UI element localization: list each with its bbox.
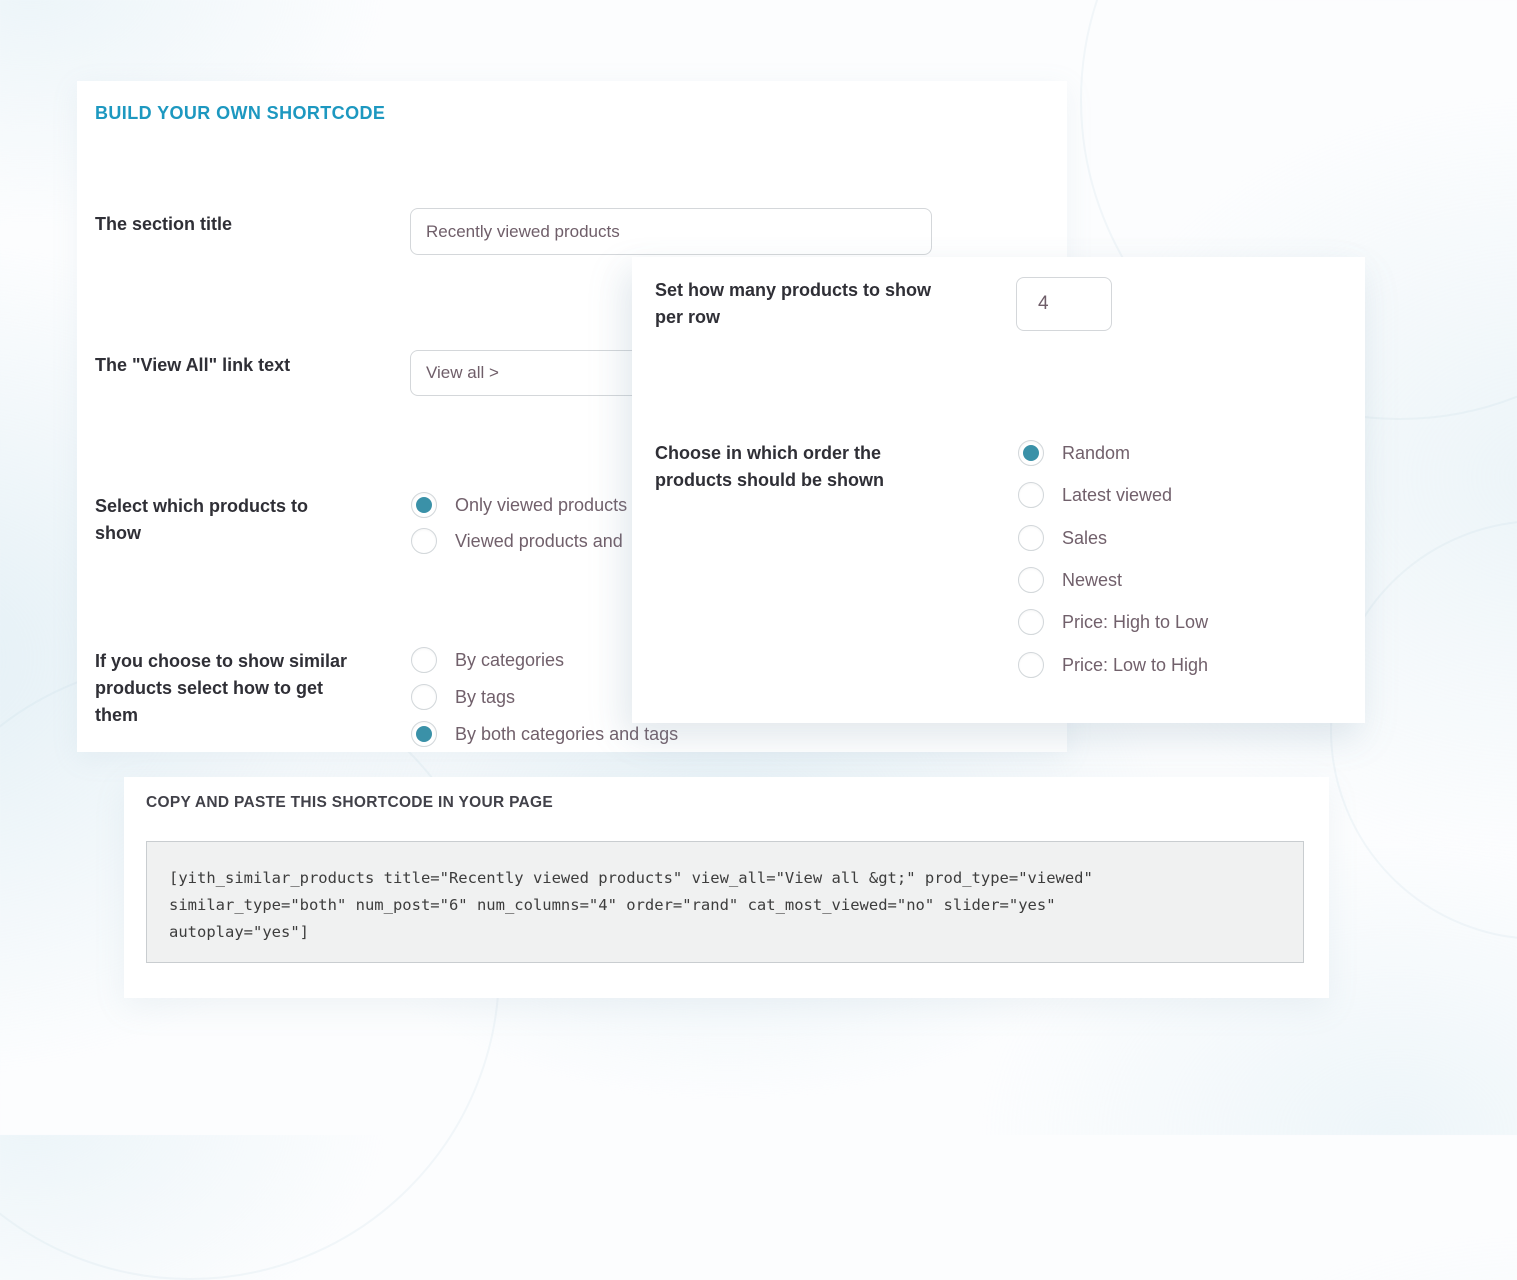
radio-icon[interactable]	[411, 492, 437, 518]
radio-option-only-viewed[interactable]: Only viewed products	[411, 492, 627, 518]
radio-option-label: Only viewed products	[455, 494, 628, 515]
radio-option-label: By both categories and tags	[455, 723, 679, 744]
radio-option-label: Price: High to Low	[1062, 611, 1209, 632]
radio-option-label: Latest viewed	[1062, 484, 1173, 505]
per-row-input[interactable]	[1016, 277, 1112, 331]
per-row-label: Set how many products to show per row	[655, 280, 932, 327]
radio-icon[interactable]	[411, 684, 437, 710]
shortcode-line: autoplay="yes"]	[169, 923, 309, 941]
radio-option-price-high-low[interactable]: Price: High to Low	[1018, 609, 1208, 635]
radio-icon[interactable]	[411, 528, 437, 554]
radio-icon[interactable]	[1018, 525, 1044, 551]
radio-option-label: Viewed products and	[455, 530, 623, 551]
radio-option-by-tags[interactable]: By tags	[411, 684, 515, 710]
radio-icon[interactable]	[411, 647, 437, 673]
radio-option-label: Sales	[1062, 527, 1108, 548]
overlay-options-panel: Set how many products to show per row Ch…	[632, 257, 1365, 723]
section-title-input[interactable]	[410, 208, 932, 255]
page-background: { "colors": { "accent_title": "#1d98c0",…	[0, 0, 1517, 1135]
radio-option-label: Price: Low to High	[1062, 654, 1209, 675]
shortcode-line: [yith_similar_products title="Recently v…	[169, 869, 1093, 887]
panel-title: BUILD YOUR OWN SHORTCODE	[95, 103, 386, 123]
shortcode-heading: COPY AND PASTE THIS SHORTCODE IN YOUR PA…	[146, 794, 554, 811]
radio-option-newest[interactable]: Newest	[1018, 567, 1122, 593]
radio-icon[interactable]	[1018, 482, 1044, 508]
radio-option-latest-viewed[interactable]: Latest viewed	[1018, 482, 1172, 508]
radio-option-viewed-and[interactable]: Viewed products and	[411, 528, 623, 554]
radio-icon[interactable]	[1018, 567, 1044, 593]
radio-icon[interactable]	[411, 721, 437, 747]
radio-option-label: By tags	[455, 686, 516, 707]
radio-option-random[interactable]: Random	[1018, 440, 1130, 466]
products-group-label: Select which products to show	[95, 496, 309, 543]
radio-option-by-categories[interactable]: By categories	[411, 647, 564, 673]
radio-option-label: Random	[1062, 442, 1131, 463]
radio-icon[interactable]	[1018, 609, 1044, 635]
radio-option-sales[interactable]: Sales	[1018, 525, 1107, 551]
radio-icon[interactable]	[1018, 440, 1044, 466]
shortcode-line: similar_type="both" num_post="6" num_col…	[169, 896, 1056, 914]
radio-icon[interactable]	[1018, 652, 1044, 678]
radio-option-by-both[interactable]: By both categories and tags	[411, 721, 678, 747]
order-group-label: Choose in which order the products shoul…	[655, 443, 884, 490]
view-all-label: The "View All" link text	[95, 355, 291, 375]
section-title-label: The section title	[95, 214, 233, 234]
similar-group-label: If you choose to show similar products s…	[95, 651, 348, 725]
radio-option-label: By categories	[455, 649, 565, 670]
radio-option-price-low-high[interactable]: Price: Low to High	[1018, 652, 1208, 678]
radio-option-label: Newest	[1062, 569, 1123, 590]
shortcode-code-block[interactable]: [yith_similar_products title="Recently v…	[146, 841, 1304, 963]
shortcode-output-panel: COPY AND PASTE THIS SHORTCODE IN YOUR PA…	[124, 777, 1329, 998]
